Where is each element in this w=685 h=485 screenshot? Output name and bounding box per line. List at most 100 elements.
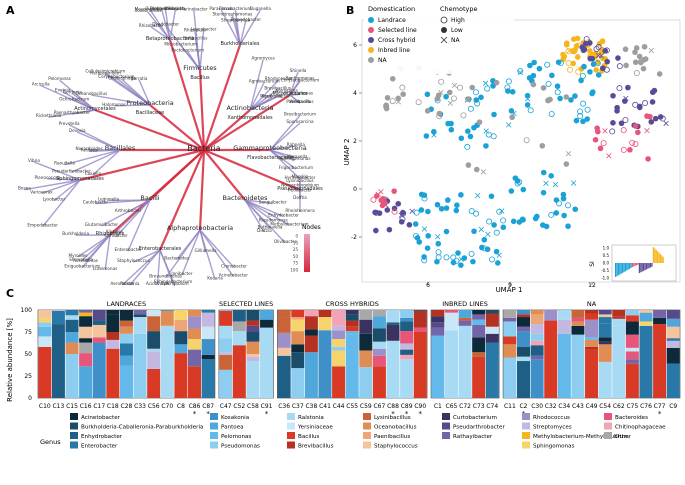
network-leaf-label: Buttiauxella (257, 224, 282, 229)
network-leaf-label: Microbacterium (164, 41, 197, 46)
stacked-bar-segment (65, 315, 79, 320)
network-leaf-edge (40, 84, 96, 111)
stacked-bar-segment (530, 314, 544, 325)
stacked-bar-segment (304, 329, 318, 336)
stacked-bar-segment (598, 344, 612, 362)
umap-point (622, 46, 629, 53)
umap-point (517, 68, 524, 75)
network-leaf-edge (289, 81, 301, 96)
stacked-bar-segment (530, 310, 544, 315)
stacked-bar-segment (516, 326, 531, 332)
network-hub-edge (168, 39, 206, 151)
genus-legend-swatch (287, 432, 295, 439)
stacked-bar-segment (277, 310, 291, 318)
si-inset-tick: -0.5 (601, 268, 609, 273)
sample-label: C65 (446, 403, 458, 410)
domestication-legend-item: Cross hybrid (378, 37, 416, 44)
umap-point (581, 63, 587, 70)
stacked-bar-segment (666, 326, 680, 339)
network-leaf-label: Kocuria (207, 275, 223, 280)
stacked-bar-segment (174, 353, 188, 398)
genus-legend-item: Pelomonas (221, 434, 251, 440)
stacked-bar-segment (277, 355, 291, 398)
stacked-bar-segment (359, 350, 373, 368)
stacked-bar-segment (260, 310, 274, 320)
si-inset-tick: -1.0 (601, 276, 609, 281)
stacked-bar-segment (79, 338, 93, 343)
stacked-bar-segment (219, 354, 233, 370)
umap-ytick: 6 (353, 42, 357, 49)
network-leaf-edge (150, 26, 171, 41)
genus-legend-item: Paenibacillus (374, 434, 410, 440)
umap-point (587, 55, 594, 62)
umap-point (587, 69, 593, 75)
panel-label-b: B (346, 4, 354, 17)
stacked-bar-segment (612, 310, 626, 317)
network-leaf-label: Prevotella (59, 121, 80, 126)
network-leaf-edge (239, 9, 261, 46)
stacked-bar-segment (485, 310, 499, 314)
significance-star: * (391, 410, 395, 418)
network-leaf-label: Enterobacter (114, 247, 141, 252)
si-inset-bar (630, 263, 632, 269)
stacked-bar-segment (174, 344, 188, 354)
network-leaf-label: Brevibacterium (284, 111, 316, 116)
umap-point (389, 98, 396, 105)
genus-legend-item: Ralstonia (298, 415, 324, 421)
umap-point (509, 88, 516, 95)
network-leaf-label: Sphingomonas (279, 156, 310, 161)
network-leaf-edge (113, 104, 151, 107)
si-inset-bar (661, 255, 663, 263)
network-leaf-label: Moraxella (287, 154, 308, 159)
stacked-bar-segment (585, 346, 599, 350)
umap-point (557, 95, 563, 102)
umap-point (471, 228, 477, 235)
stacked-bar-segment (119, 365, 133, 398)
umap-point (573, 117, 580, 124)
sample-label: C1 (434, 403, 442, 410)
umap-point (493, 79, 500, 86)
stacked-bar-segment (598, 361, 612, 398)
network-leaf-label: Rhizobium (184, 28, 206, 33)
umap-point (443, 254, 450, 261)
network-leaf-label: Brevibacillus (264, 85, 291, 90)
stacked-bar-segment (598, 337, 612, 342)
network-leaf-label: Pelomonas (48, 76, 71, 81)
umap-point (589, 90, 595, 97)
network-leaf-edge (269, 145, 296, 151)
network-leaf-edge (169, 9, 177, 41)
umap-point (505, 78, 512, 85)
stacked-bar-segment (472, 314, 486, 320)
network-leaf-label: Sphingobium (161, 281, 189, 286)
stacked-bar-segment (653, 317, 667, 325)
network-leaf-edge (269, 149, 298, 159)
stacked-bar-segment (458, 325, 472, 398)
umap-point (657, 114, 664, 120)
stacked-bar-segment (38, 310, 52, 318)
stacked-bar-segment (291, 344, 305, 353)
umap-point (563, 161, 570, 167)
network-leaf-edge (199, 229, 234, 277)
si-inset-bar (622, 263, 624, 273)
umap-point (656, 71, 663, 77)
umap-point (566, 48, 572, 54)
stacked-bar-segment (431, 327, 445, 336)
umap-point (584, 106, 591, 113)
stacked-bar-segment (557, 333, 571, 398)
network-hub-label: Bacillales (105, 144, 136, 152)
umap-point (595, 44, 602, 51)
umap-point (592, 136, 599, 143)
stacked-bar-segment (431, 310, 445, 317)
stacked-bar-segment (65, 310, 79, 316)
stacked-bar-segment (372, 355, 386, 367)
umap-point (620, 146, 627, 153)
genus-legend-swatch (522, 441, 530, 449)
stacked-bar-segment (503, 336, 517, 345)
umap-point (565, 48, 572, 55)
network-leaf-label: Flavobacterium (219, 6, 252, 11)
stacked-bar-segment (246, 361, 260, 398)
umap-point (632, 123, 639, 129)
stacked-bar-segment (232, 321, 246, 332)
stacked-bar-segment (133, 310, 147, 315)
umap-point (496, 208, 503, 215)
